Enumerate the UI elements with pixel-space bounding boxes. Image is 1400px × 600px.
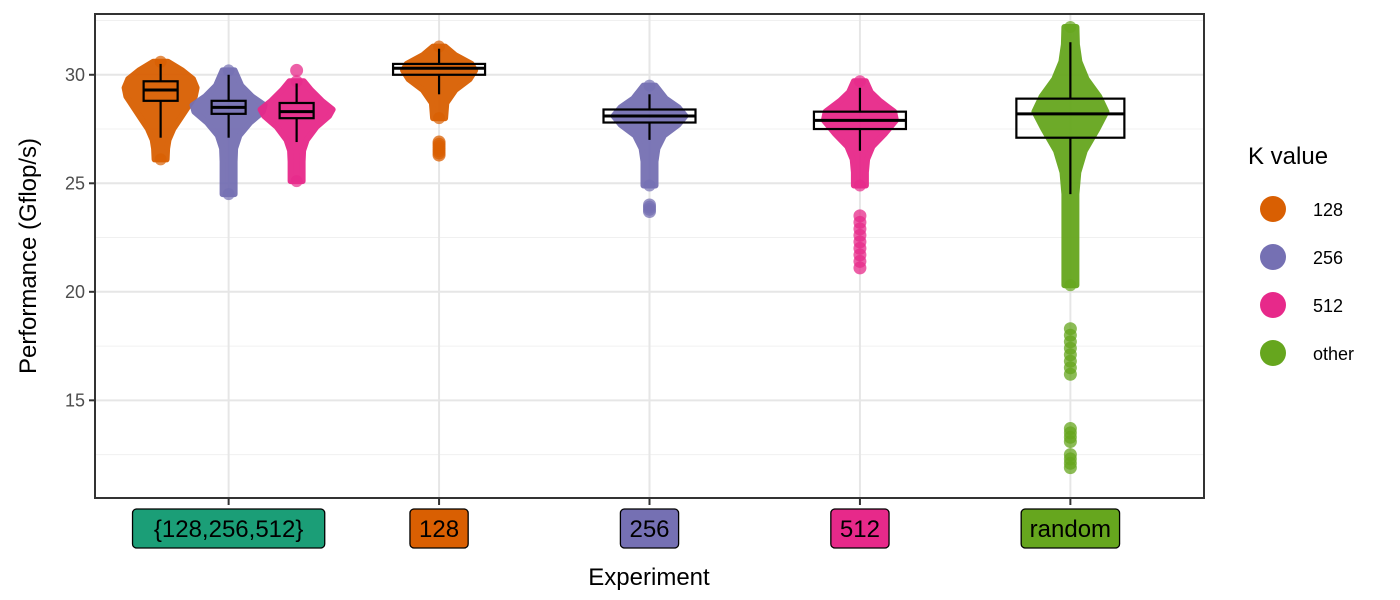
box-iqr [1015,97,1126,139]
x-axis: {128,256,512} 128 256 512 random [131,498,1121,549]
x-category-label-box [619,508,680,549]
y-tick-label: 25 [65,173,85,193]
x-axis-title: Experiment [588,564,710,591]
x-category-label: {128,256,512} [154,516,304,543]
violin-point [290,175,303,188]
x-category-label-box [1020,508,1121,549]
legend-key [1260,244,1286,270]
legend-label: other [1313,344,1354,364]
outlier-point [432,135,446,149]
x-category-label-box [409,508,469,549]
violin-point [1064,279,1077,292]
x-category-label-box [830,508,890,549]
boxplot-512-k512 [812,87,908,151]
outlier-point [290,63,304,77]
violin-point [433,40,446,53]
outlier-point [1063,322,1077,336]
violin-point [154,153,167,166]
outlier-point [1063,448,1077,462]
outlier-point [1063,422,1077,436]
boxplot-{128,256,512}-k256 [210,74,247,138]
legend-key [1260,292,1286,318]
boxplot-random-kother [1015,42,1126,195]
legend-key [1260,196,1286,222]
violin-point [643,179,656,192]
x-category-label-box [131,508,326,549]
violin-point [1064,21,1077,34]
y-axis-title: Performance (Gflop/s) [15,138,42,374]
legend-title: K value [1248,143,1328,170]
x-category-label: random [1030,516,1111,543]
y-tick-label: 20 [65,282,85,302]
y-tick-label: 30 [65,65,85,85]
boxplot-{128,256,512}-k128 [142,63,179,138]
boxplot-{128,256,512}-k512 [278,83,315,143]
y-axis: 15 20 25 30 [65,65,95,410]
y-tick-label: 15 [65,390,85,410]
legend-label: 512 [1313,296,1343,316]
violin-point [290,75,303,88]
violin-point [154,55,167,68]
x-category-label: 128 [419,516,459,543]
boxplot-256-k256 [602,94,697,140]
legend-label: 128 [1313,200,1343,220]
boxplot-128-k128 [391,48,487,95]
legend-label: 256 [1313,248,1343,268]
outlier-point [853,209,867,223]
violin-point [222,64,235,77]
boxplot-layer [142,42,1126,195]
violin-point [853,179,866,192]
violin-point [853,75,866,88]
outlier-point [643,198,656,212]
x-category-label: 512 [840,516,880,543]
violin-point [643,79,656,92]
violin-point [222,188,235,201]
legend-key [1260,340,1286,366]
x-category-label: 256 [629,516,669,543]
legend: K value 128 256 512 other [1248,143,1354,366]
violin-point [433,112,446,125]
